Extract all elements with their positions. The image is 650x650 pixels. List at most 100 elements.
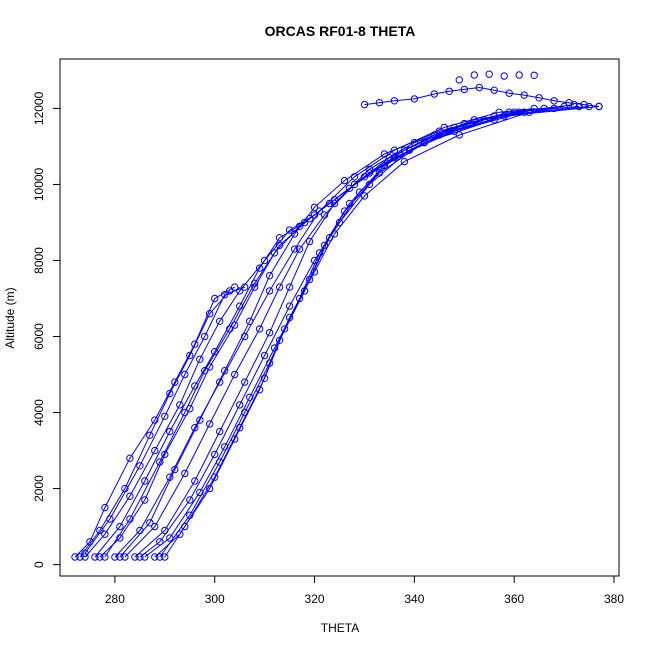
data-point [241,283,249,291]
x-tick-label: 360 [504,592,524,606]
profile-line [114,106,565,558]
plot-frame [59,58,620,577]
data-point [355,188,364,196]
profile-line [94,222,305,558]
data-point [490,86,498,94]
data-point [231,370,239,379]
data-point [345,184,354,193]
data-point [285,226,294,234]
data-point [216,458,224,466]
data-point [280,325,289,333]
data-point [330,230,339,238]
y-tick-label: 2000 [32,475,46,502]
data-point [241,378,249,386]
data-point [390,146,399,154]
data-point [206,420,214,428]
profile-line [79,290,231,558]
data-point [475,83,483,92]
data-point [221,291,229,299]
data-point [380,150,389,158]
data-point [181,370,189,379]
data-point [565,99,573,107]
data-point [390,97,399,105]
data-point [251,283,259,291]
data-point [116,522,124,531]
data-point [151,522,159,531]
data-point [101,530,109,538]
data-point [460,85,468,94]
data-point [420,138,428,147]
data-point [211,294,219,303]
data-point [580,100,588,109]
data-point [106,515,114,523]
profile-line [164,111,525,558]
data-point [191,477,199,485]
x-tick-label: 340 [404,592,424,606]
data-point [71,553,79,561]
data-point [260,256,269,265]
data-point [525,108,533,116]
data-point [191,340,199,348]
data-point [176,401,184,409]
x-tick-label: 300 [205,592,225,606]
data-point [91,553,99,561]
data-point [116,534,124,542]
data-point [595,102,603,111]
data-point [440,123,448,132]
data-point [171,465,179,474]
data-point [156,553,164,561]
y-tick-label: 4000 [32,399,46,426]
data-point [201,332,209,341]
x-tick-label: 320 [305,592,325,606]
data-point [315,207,324,215]
data-point [485,70,493,78]
data-point [186,496,194,504]
data-point [141,477,149,485]
data-point [166,389,174,398]
data-point [226,287,234,295]
data-point [295,245,304,253]
data-point [520,91,528,99]
data-point [340,176,349,185]
data-point [146,519,154,527]
data-point [151,553,159,561]
data-point [206,310,214,318]
data-point [255,325,264,333]
y-tick-label: 10000 [32,167,46,201]
data-point [380,161,389,170]
data-point [530,71,538,80]
data-point [435,127,443,135]
x-axis-label: THETA [321,621,359,635]
data-point [96,526,104,535]
data-point [236,401,244,409]
data-point [161,553,169,561]
data-point [151,446,159,455]
data-point [455,131,463,139]
data-point [270,249,279,257]
data-point [310,203,319,212]
data-point [171,378,179,386]
data-point [290,245,299,253]
data-point [275,336,284,344]
data-point [575,102,583,111]
data-point [285,283,294,291]
profile-line [84,111,520,558]
data-point [365,180,374,189]
y-tick-label: 0 [32,561,46,568]
data-point [206,363,214,371]
data-point [236,287,244,295]
data-point [400,157,409,166]
data-point [161,450,169,459]
data-point [166,427,174,436]
data-point [231,321,239,329]
data-point [136,553,144,561]
data-point [186,405,194,413]
data-point [121,553,129,561]
data-point [131,553,139,561]
data-point [360,192,369,200]
chart-title: ORCAS RF01-8 THETA [265,23,416,39]
y-tick-label: 6000 [32,323,46,350]
data-point [290,230,299,238]
data-point [111,553,119,561]
data-point [360,100,369,109]
